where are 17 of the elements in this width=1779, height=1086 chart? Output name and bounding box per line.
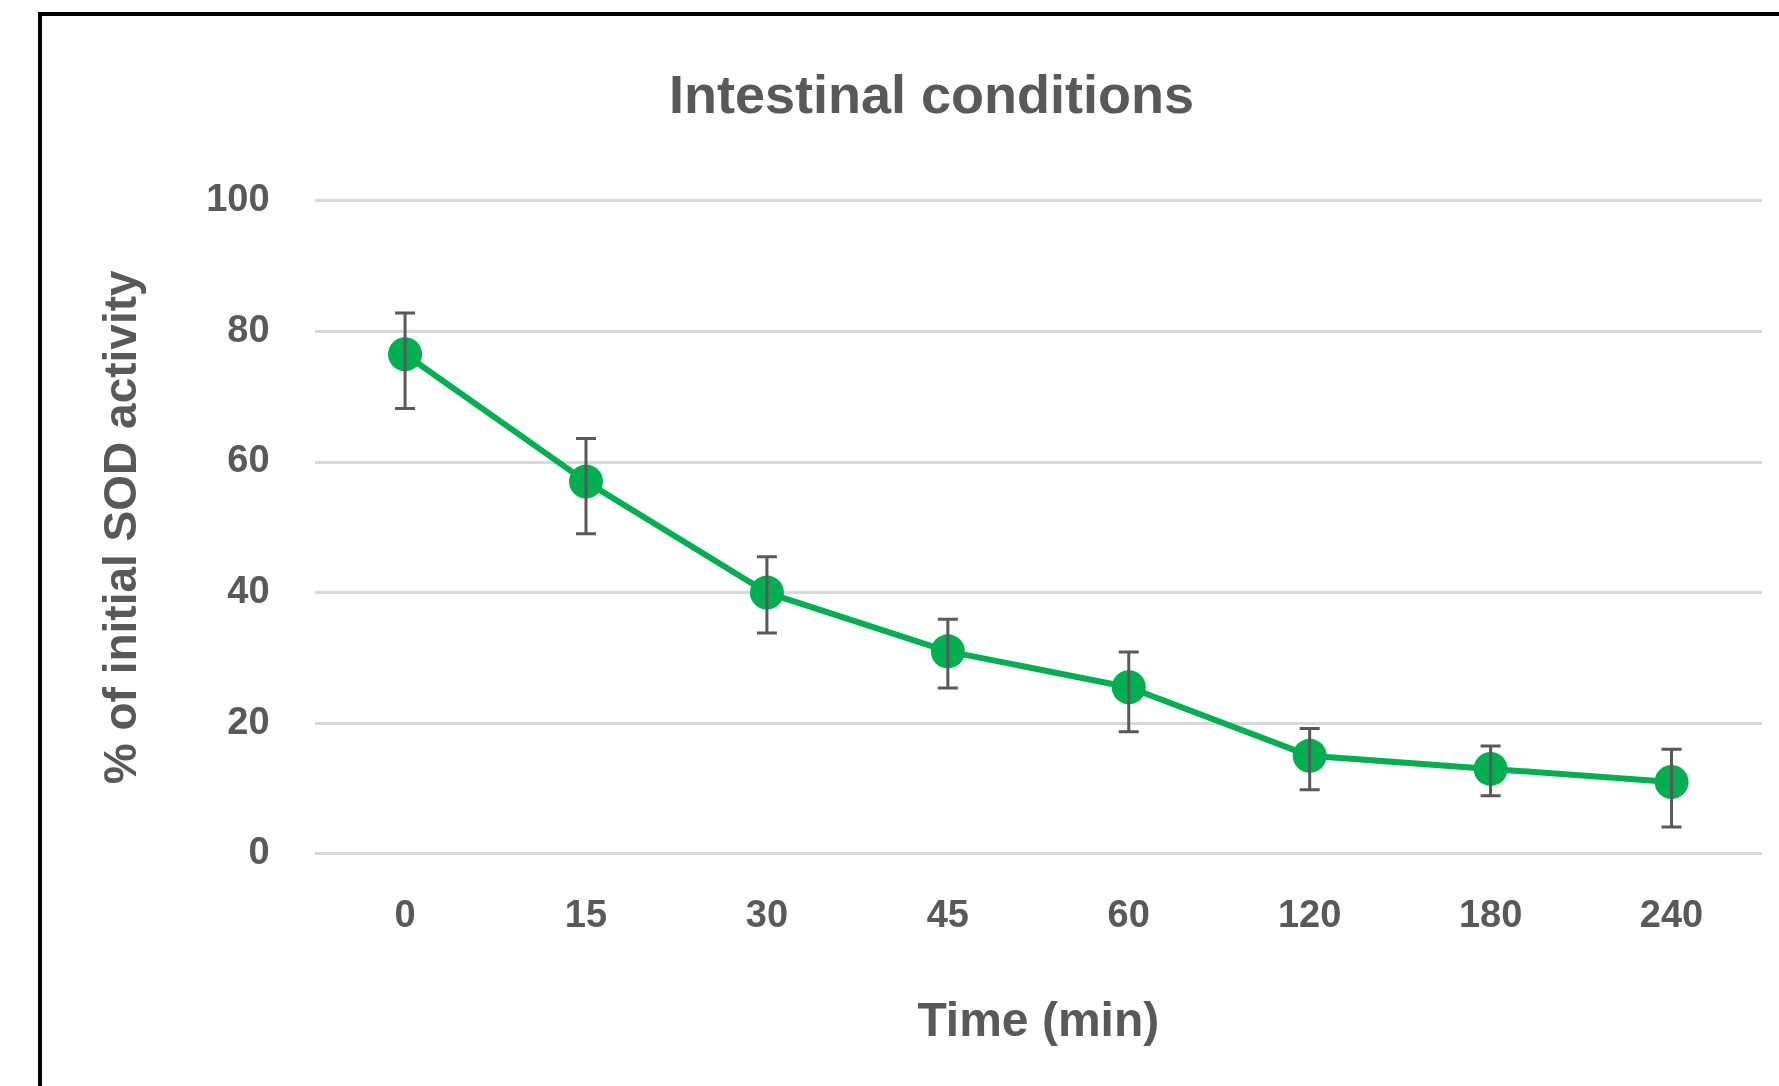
x-tick-label: 240 bbox=[1639, 893, 1704, 936]
y-tick-label: 60 bbox=[227, 438, 270, 481]
y-tick-label: 20 bbox=[227, 699, 270, 742]
x-axis-title: Time (min) bbox=[917, 993, 1160, 1047]
y-tick-label: 0 bbox=[248, 830, 270, 873]
x-tick-label: 45 bbox=[926, 893, 969, 936]
y-tick-label: 40 bbox=[227, 569, 270, 612]
x-tick-label: 15 bbox=[564, 893, 608, 936]
x-tick-label: 120 bbox=[1277, 893, 1342, 936]
y-tick-label: 80 bbox=[227, 307, 270, 350]
x-tick-label: 0 bbox=[394, 893, 416, 936]
y-axis-title: % of initial SOD activity bbox=[94, 270, 147, 785]
y-tick-label: 100 bbox=[206, 177, 270, 220]
x-tick-label: 30 bbox=[745, 893, 789, 936]
chart-title: Intestinal conditions bbox=[668, 64, 1195, 125]
x-tick-label: 60 bbox=[1107, 893, 1150, 936]
x-tick-label: 180 bbox=[1458, 893, 1523, 936]
